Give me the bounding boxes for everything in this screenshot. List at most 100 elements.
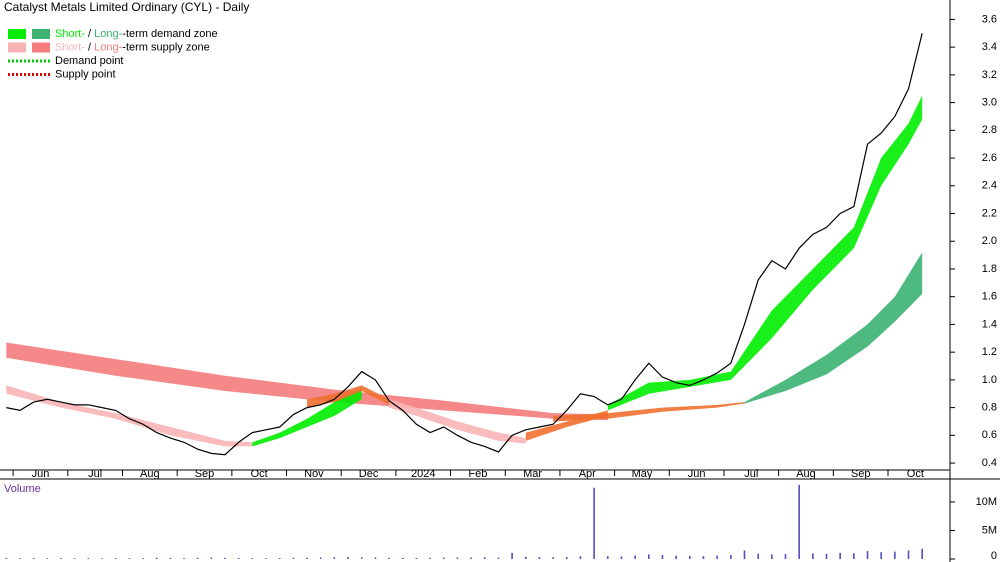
- volume-bar: [401, 557, 404, 559]
- volume-bar: [921, 548, 923, 559]
- legend-text: Short-: [55, 41, 85, 53]
- volume-tick-label: 5M: [982, 524, 997, 536]
- zone-band: [389, 399, 526, 444]
- y-tick-label: 1.6: [982, 291, 997, 303]
- volume-bar: [716, 555, 718, 559]
- volume-bar: [483, 557, 486, 559]
- x-tick-label: Mar: [523, 468, 542, 480]
- volume-bar: [784, 553, 787, 559]
- volume-bar: [456, 557, 459, 559]
- legend-swatch: [8, 42, 26, 53]
- volume-tick-label: 10M: [976, 496, 997, 508]
- x-tick-label: Feb: [468, 468, 487, 480]
- y-tick-label: 3.0: [982, 97, 997, 109]
- y-tick-label: 0.8: [982, 402, 997, 414]
- volume-bar: [812, 553, 814, 559]
- volume-bar: [511, 552, 513, 559]
- y-tick-label: 0.6: [982, 429, 997, 441]
- legend-text: Long-: [94, 41, 122, 53]
- volume-bar: [265, 558, 267, 559]
- volume-bar: [429, 557, 431, 559]
- volume-bar: [757, 553, 759, 559]
- volume-bar: [675, 555, 677, 559]
- volume-bar: [347, 557, 349, 559]
- volume-bar: [237, 557, 240, 559]
- legend-label: Demand point: [55, 55, 124, 67]
- y-tick-label: 3.4: [982, 41, 997, 53]
- volume-bar: [183, 558, 185, 559]
- volume-bar: [87, 558, 90, 559]
- volume-bar: [73, 558, 76, 559]
- volume-bar: [730, 555, 732, 559]
- x-tick-label: Apr: [579, 468, 596, 480]
- volume-bar: [224, 557, 226, 559]
- volume-bar: [538, 557, 541, 559]
- x-tick-label: Aug: [140, 468, 160, 480]
- legend-swatch: [32, 42, 50, 53]
- y-tick-label: 1.2: [982, 346, 997, 358]
- y-tick-label: 2.4: [982, 180, 997, 192]
- volume-bar: [634, 555, 636, 559]
- volume-bar: [60, 558, 62, 559]
- volume-bar: [798, 484, 800, 559]
- volume-bar: [306, 557, 308, 559]
- y-tick-label: 3.2: [982, 69, 997, 81]
- volume-bar: [647, 554, 650, 559]
- volume-bar: [155, 557, 158, 559]
- volume-tick-label: 0: [991, 550, 997, 562]
- volume-bar: [128, 558, 131, 559]
- volume-bar: [880, 552, 882, 559]
- volume-bar: [894, 551, 896, 559]
- legend-text: Short-: [55, 28, 85, 40]
- volume-bar: [388, 557, 390, 559]
- volume-bar: [702, 556, 705, 559]
- volume-bar: [442, 557, 445, 559]
- volume-bar: [169, 557, 172, 559]
- x-tick-label: Sep: [851, 468, 871, 480]
- volume-bar: [524, 556, 527, 559]
- volume-bar: [196, 557, 199, 559]
- volume-bar: [689, 555, 691, 559]
- y-tick-label: 0.4: [982, 457, 997, 469]
- x-tick-label: Jul: [744, 468, 758, 480]
- volume-bar: [101, 558, 103, 559]
- legend-text: Supply point: [55, 68, 116, 80]
- volume-bar: [251, 558, 254, 559]
- x-tick-label: Jun: [32, 468, 50, 480]
- volume-bar: [565, 557, 568, 559]
- legend-label: Supply point: [55, 68, 116, 80]
- volume-bar: [552, 557, 554, 559]
- volume-bar: [907, 550, 910, 559]
- volume-bar: [593, 487, 595, 559]
- legend-text: -term demand zone: [122, 28, 217, 40]
- volume-label: Volume: [4, 483, 41, 495]
- volume-bar: [825, 553, 828, 559]
- y-tick-label: 2.2: [982, 207, 997, 219]
- price-line: [6, 33, 923, 456]
- volume-bar: [771, 554, 773, 559]
- x-tick-label: Jul: [88, 468, 102, 480]
- volume-bar: [497, 557, 500, 559]
- volume-bar: [579, 556, 582, 559]
- x-tick-label: Oct: [907, 468, 924, 480]
- zone-band: [744, 252, 923, 404]
- y-tick-label: 2.6: [982, 152, 997, 164]
- y-tick-label: 1.0: [982, 374, 997, 386]
- legend-text: /: [85, 41, 94, 53]
- legend-swatch: [32, 29, 50, 39]
- volume-bar: [114, 558, 117, 559]
- volume-bar: [333, 557, 336, 559]
- x-tick-label: Oct: [251, 468, 268, 480]
- volume-bar: [661, 555, 664, 559]
- volume-bar: [853, 553, 855, 559]
- x-tick-label: Dec: [359, 468, 379, 480]
- zone-band: [525, 410, 608, 441]
- x-tick-label: Aug: [796, 468, 816, 480]
- legend-label: Short- / Long--term supply zone: [55, 41, 210, 53]
- legend-text: Long-: [94, 28, 122, 40]
- volume-bar: [743, 550, 746, 559]
- volume-bar: [620, 556, 623, 559]
- volume-bar: [319, 557, 322, 559]
- volume-bar: [374, 557, 377, 559]
- y-tick-label: 2.0: [982, 235, 997, 247]
